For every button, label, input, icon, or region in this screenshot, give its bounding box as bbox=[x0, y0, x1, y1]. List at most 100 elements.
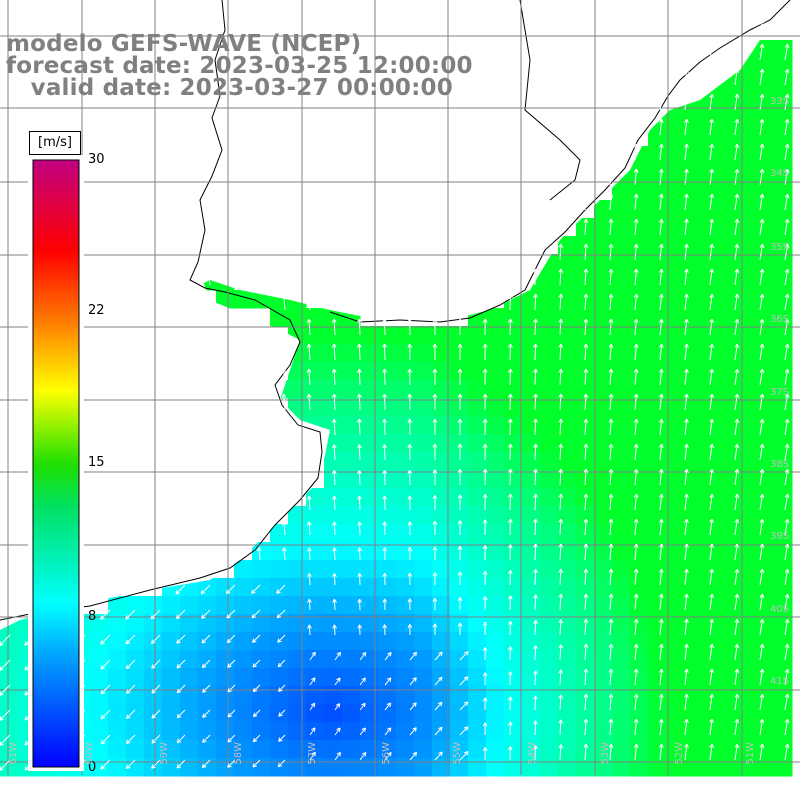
wind-cell bbox=[774, 308, 793, 327]
wind-arrow bbox=[658, 543, 664, 561]
wind-cell bbox=[486, 488, 505, 507]
wind-cell bbox=[720, 128, 739, 147]
wind-cell bbox=[180, 704, 199, 723]
wind-cell bbox=[360, 398, 379, 417]
lat-label: 41S bbox=[770, 676, 790, 687]
wind-cell bbox=[756, 380, 775, 399]
wind-cell bbox=[162, 758, 181, 777]
wind-cell bbox=[306, 578, 325, 597]
wind-arrow bbox=[684, 468, 689, 486]
wind-cell bbox=[594, 236, 613, 255]
wind-cell bbox=[414, 632, 433, 651]
wind-cell bbox=[648, 758, 667, 777]
wind-cell bbox=[288, 704, 307, 723]
wind-arrow bbox=[784, 293, 790, 311]
coastline-uruguay-brazil bbox=[329, 0, 791, 323]
wind-cell bbox=[522, 758, 541, 777]
wind-arrow bbox=[252, 709, 261, 718]
wind-arrow bbox=[658, 268, 664, 286]
wind-cell bbox=[360, 542, 379, 561]
wind-cell bbox=[630, 632, 649, 651]
wind-arrow bbox=[684, 368, 689, 386]
wind-arrow bbox=[784, 193, 790, 211]
wind-cell bbox=[486, 434, 505, 453]
wind-cell bbox=[450, 686, 469, 705]
wind-arrow bbox=[709, 193, 714, 211]
wind-arrow bbox=[608, 393, 614, 411]
wind-cell bbox=[540, 632, 559, 651]
wind-cell bbox=[396, 488, 415, 507]
wind-cell bbox=[252, 542, 271, 561]
wind-arrow bbox=[251, 584, 261, 594]
wind-arrow bbox=[407, 624, 413, 636]
wind-arrow bbox=[633, 543, 639, 561]
wind-cell bbox=[486, 380, 505, 399]
wind-cell bbox=[540, 524, 559, 543]
wind-arrow bbox=[759, 218, 765, 236]
colorbar-gradient bbox=[32, 159, 80, 768]
wind-cell bbox=[414, 416, 433, 435]
wind-cell bbox=[306, 506, 325, 525]
wind-arrow bbox=[734, 418, 740, 436]
wind-cell bbox=[144, 668, 163, 687]
wind-cell bbox=[594, 380, 613, 399]
wind-cell bbox=[414, 452, 433, 471]
wind-arrow bbox=[684, 593, 689, 611]
wind-arrow bbox=[432, 418, 438, 436]
wind-arrow bbox=[432, 368, 438, 386]
wind-cell bbox=[648, 326, 667, 345]
wind-cell bbox=[774, 470, 793, 489]
wind-arrow bbox=[432, 597, 438, 611]
wind-cell bbox=[0, 722, 19, 741]
wind-cell bbox=[738, 542, 757, 561]
wind-cell bbox=[558, 380, 577, 399]
wind-cell bbox=[396, 758, 415, 777]
wind-cell bbox=[414, 650, 433, 669]
wind-cell bbox=[720, 326, 739, 345]
wind-cell bbox=[594, 290, 613, 309]
wind-cell bbox=[702, 146, 721, 165]
wind-cell bbox=[720, 722, 739, 741]
wind-cell bbox=[756, 686, 775, 705]
wind-cell bbox=[342, 416, 361, 435]
wind-arrow bbox=[709, 468, 714, 486]
wind-cell bbox=[630, 380, 649, 399]
wind-cell bbox=[684, 542, 703, 561]
wind-cell bbox=[324, 632, 343, 651]
wind-arrow bbox=[658, 518, 664, 536]
wind-cell bbox=[756, 236, 775, 255]
wind-cell bbox=[648, 722, 667, 741]
wind-arrow bbox=[332, 573, 337, 586]
title-valid-date: valid date: 2023-03-27 00:00:00 bbox=[6, 75, 453, 101]
wind-cell bbox=[738, 164, 757, 183]
wind-arrow bbox=[357, 418, 362, 436]
wind-cell bbox=[522, 398, 541, 417]
wind-cell bbox=[486, 740, 505, 759]
wind-cell bbox=[450, 596, 469, 615]
wind-cell bbox=[720, 560, 739, 579]
wind-cell bbox=[540, 380, 559, 399]
wind-arrow bbox=[709, 743, 714, 761]
wind-cell bbox=[360, 758, 379, 777]
wind-cell bbox=[324, 686, 343, 705]
wind-cell bbox=[108, 668, 127, 687]
wind-cell bbox=[324, 506, 343, 525]
wind-arrow bbox=[684, 168, 689, 186]
wind-cell bbox=[774, 704, 793, 723]
wind-cell bbox=[720, 308, 739, 327]
wind-cell bbox=[594, 506, 613, 525]
wind-cell bbox=[648, 632, 667, 651]
wind-arrow bbox=[658, 118, 664, 136]
wind-arrow bbox=[306, 293, 312, 311]
wind-cell bbox=[252, 596, 271, 615]
wind-cell bbox=[756, 434, 775, 453]
wind-cell bbox=[594, 524, 613, 543]
wind-cell bbox=[558, 470, 577, 489]
wind-cell bbox=[342, 596, 361, 615]
wind-arrow bbox=[151, 709, 161, 719]
wind-cell bbox=[468, 506, 487, 525]
wind-cell bbox=[774, 326, 793, 345]
wind-cell bbox=[288, 722, 307, 741]
wind-cell bbox=[324, 596, 343, 615]
wind-cell bbox=[342, 398, 361, 417]
